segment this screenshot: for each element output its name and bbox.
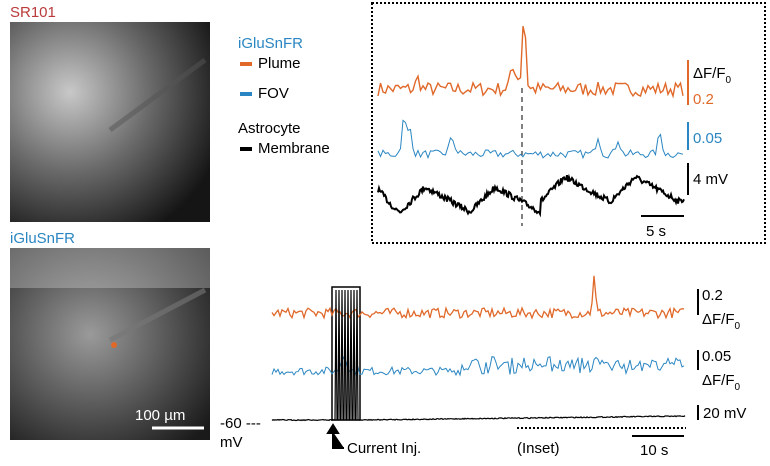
legend-label: Membrane — [258, 140, 330, 157]
rest-label: -60 --- — [220, 415, 261, 432]
scale-label: 0.05 — [693, 130, 722, 147]
scale-label: 0.2 — [702, 287, 723, 304]
legend-title: Astrocyte — [238, 120, 301, 137]
legend-label: Plume — [258, 55, 301, 72]
trace — [377, 119, 684, 160]
image-bright — [10, 248, 210, 288]
image-label: iGluSnFR — [10, 230, 75, 247]
scale-label: 10 s — [640, 442, 668, 459]
inset-box — [371, 2, 766, 244]
legend-title: iGluSnFR — [238, 35, 303, 52]
trace — [271, 275, 684, 320]
df-sub: 0 — [735, 382, 741, 393]
scale-label: ΔF/F0 — [693, 65, 732, 86]
sr101-image — [10, 22, 210, 222]
scale-label: 4 mV — [693, 171, 728, 188]
df-label: ΔF/F — [693, 65, 726, 82]
image-label: SR101 — [10, 4, 56, 21]
trace — [377, 26, 684, 99]
plume-marker — [111, 342, 117, 348]
rest-label: mV — [220, 434, 243, 451]
df-label: ΔF/F — [702, 372, 735, 389]
scale-label: 20 mV — [703, 405, 746, 422]
scale-label: 100 µm — [135, 407, 185, 424]
scale-label: ΔF/F0 — [702, 311, 741, 332]
pipette — [108, 57, 207, 133]
scale-label: 0.2 — [693, 91, 714, 108]
df-sub: 0 — [726, 75, 732, 86]
legend-label: FOV — [258, 85, 289, 102]
iglusnfr-image — [10, 248, 210, 440]
scale-label: 5 s — [646, 223, 666, 240]
pipette — [108, 287, 207, 343]
current-label: Current Inj. — [347, 440, 421, 457]
current-arrow — [326, 423, 344, 449]
df-sub: 0 — [735, 321, 741, 332]
trace — [377, 173, 685, 218]
inset-label: (Inset) — [517, 440, 560, 457]
df-label: ΔF/F — [702, 311, 735, 328]
scale-label: ΔF/F0 — [702, 372, 741, 393]
trace — [271, 355, 685, 377]
scale-label: 0.05 — [702, 348, 731, 365]
trace — [271, 289, 686, 422]
